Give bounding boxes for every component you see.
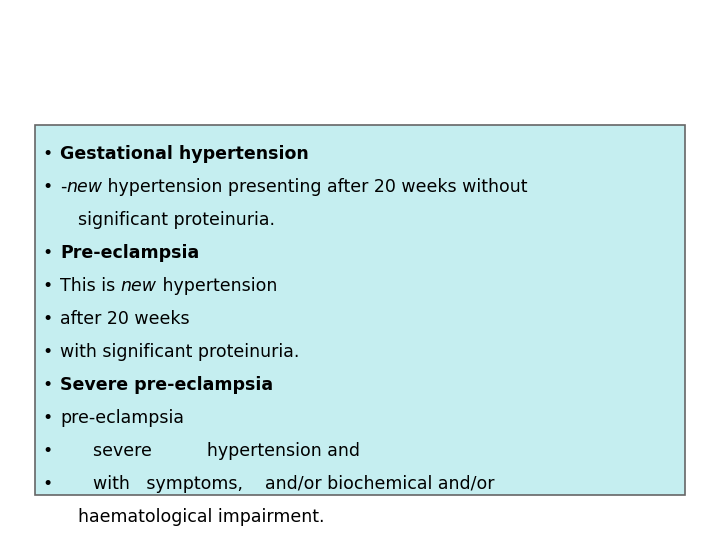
Text: new: new	[66, 178, 102, 196]
Text: after 20 weeks: after 20 weeks	[60, 310, 189, 328]
Text: hypertension: hypertension	[157, 277, 277, 295]
Text: •: •	[42, 277, 53, 295]
Text: severe          hypertension and: severe hypertension and	[60, 442, 360, 460]
Text: •: •	[42, 343, 53, 361]
Text: •: •	[42, 475, 53, 493]
Text: Pre-eclampsia: Pre-eclampsia	[60, 244, 199, 262]
Text: •: •	[42, 376, 53, 394]
Text: -: -	[60, 178, 66, 196]
Text: with   symptoms,    and/or biochemical and/or: with symptoms, and/or biochemical and/or	[60, 475, 495, 493]
Text: •: •	[42, 310, 53, 328]
Text: haematological impairment.: haematological impairment.	[78, 508, 325, 526]
Text: •: •	[42, 145, 53, 163]
Text: with significant proteinuria.: with significant proteinuria.	[60, 343, 300, 361]
Text: •: •	[42, 409, 53, 427]
Text: Gestational hypertension: Gestational hypertension	[60, 145, 309, 163]
Text: •: •	[42, 244, 53, 262]
Text: pre-eclampsia: pre-eclampsia	[60, 409, 184, 427]
Text: hypertension presenting after 20 weeks without: hypertension presenting after 20 weeks w…	[102, 178, 528, 196]
Text: •: •	[42, 178, 53, 196]
Text: •: •	[42, 442, 53, 460]
Text: Severe pre-eclampsia: Severe pre-eclampsia	[60, 376, 273, 394]
Text: This is: This is	[60, 277, 121, 295]
Text: significant proteinuria.: significant proteinuria.	[78, 211, 275, 229]
FancyBboxPatch shape	[35, 125, 685, 495]
Text: new: new	[121, 277, 157, 295]
